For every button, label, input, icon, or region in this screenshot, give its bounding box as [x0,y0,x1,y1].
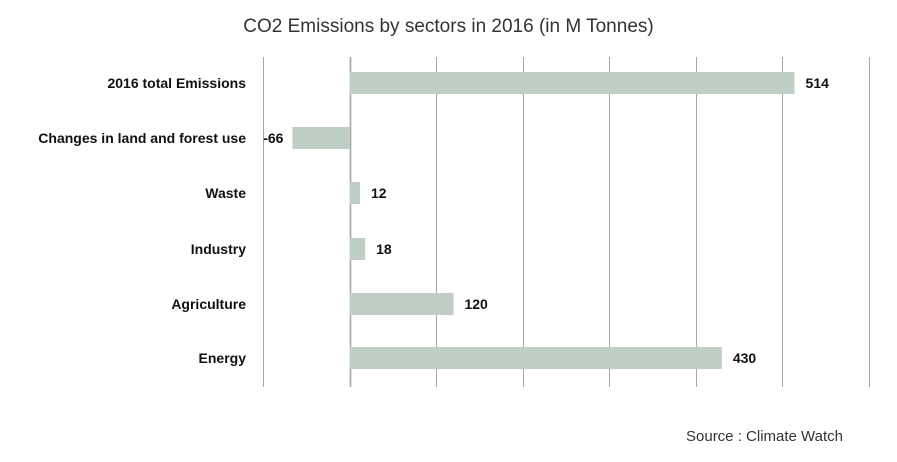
category-label: 2016 total Emissions [107,75,246,91]
source-note: Source : Climate Watch [686,428,843,445]
data-label: 120 [464,296,488,312]
bar [349,347,722,369]
category-label: Changes in land and forest use [38,130,246,146]
labels: 2016 total Emissions 514 Changes in land a… [38,75,829,366]
gridlines [263,57,870,387]
category-label: Industry [191,241,246,257]
bar [349,182,360,204]
bar [292,127,350,149]
bar [349,238,366,260]
data-label: 18 [376,241,392,257]
data-label: -66 [263,130,283,146]
data-label: 430 [733,350,757,366]
data-label: 12 [371,185,387,201]
category-label: Waste [205,185,246,201]
bar [349,72,795,94]
category-label: Energy [199,350,247,366]
category-label: Agriculture [171,296,246,312]
data-label: 514 [806,75,830,91]
chart-title: CO2 Emissions by sectors in 2016 (in M T… [243,16,654,37]
bars [292,72,795,369]
bar [349,293,454,315]
